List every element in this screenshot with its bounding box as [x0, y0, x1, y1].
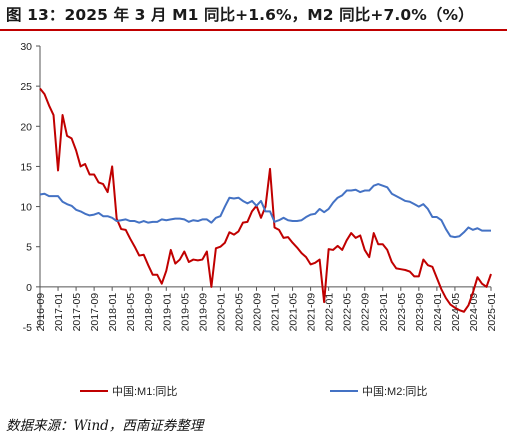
x-tick-label: 2022-01 — [324, 293, 336, 332]
x-tick-label: 2023-05 — [396, 293, 408, 332]
x-tick-label: 2021-01 — [270, 293, 282, 332]
x-tick-label: 2016-09 — [35, 293, 47, 332]
series-line-m1 — [39, 87, 492, 313]
x-tick-label: 2024-01 — [432, 293, 444, 332]
y-tick-label: -5 — [23, 322, 32, 334]
x-tick-label: 2020-01 — [215, 293, 227, 332]
x-tick-label: 2018-01 — [107, 293, 119, 332]
series-line-m2 — [39, 183, 491, 239]
y-tick-label: 30 — [20, 41, 32, 53]
title-divider — [0, 29, 507, 31]
x-tick-label: 2017-01 — [53, 293, 65, 332]
x-tick-label: 2020-05 — [233, 293, 245, 332]
y-tick-label: 20 — [20, 121, 32, 133]
x-tick-label: 2019-09 — [197, 293, 209, 332]
x-tick-label: 2021-05 — [288, 293, 300, 332]
line-chart: 30 25 20 15 10 5 0 -5 2016-09 2017-01 2017-05 2017-… — [20, 41, 498, 398]
y-tick-label: 0 — [26, 282, 32, 294]
x-tick-label: 2023-01 — [378, 293, 390, 332]
x-tick-label: 2018-05 — [125, 293, 137, 332]
x-tick-label: 2020-09 — [251, 293, 263, 332]
x-tick-label: 2018-09 — [143, 293, 155, 332]
x-tick-label: 2019-01 — [161, 293, 173, 332]
legend-label: 中国:M2:同比 — [362, 385, 427, 398]
x-tick-label: 2022-09 — [360, 293, 372, 332]
source-note: 数据来源：Wind，西南证券整理 — [6, 418, 204, 434]
y-tick-label: 5 — [26, 242, 32, 254]
legend-label: 中国:M1:同比 — [112, 385, 177, 398]
x-tick-label: 2019-05 — [179, 293, 191, 332]
y-tick-label: 10 — [20, 202, 32, 214]
y-tick-label: 25 — [20, 81, 32, 93]
y-tick-label: 15 — [20, 161, 32, 173]
x-tick-label: 2017-05 — [71, 293, 83, 332]
x-tick-label: 2021-09 — [306, 293, 318, 332]
x-tick-label: 2017-09 — [89, 293, 101, 332]
x-tick-label: 2025-01 — [486, 293, 498, 332]
chart-title: 图 13：2025 年 3 月 M1 同比+1.6%，M2 同比+7.0%（%） — [6, 6, 474, 24]
x-tick-label: 2022-05 — [342, 293, 354, 332]
x-tick-label: 2023-09 — [414, 293, 426, 332]
x-tick-label: 2024-09 — [468, 293, 480, 332]
x-tick-label: 2024-05 — [450, 293, 462, 332]
